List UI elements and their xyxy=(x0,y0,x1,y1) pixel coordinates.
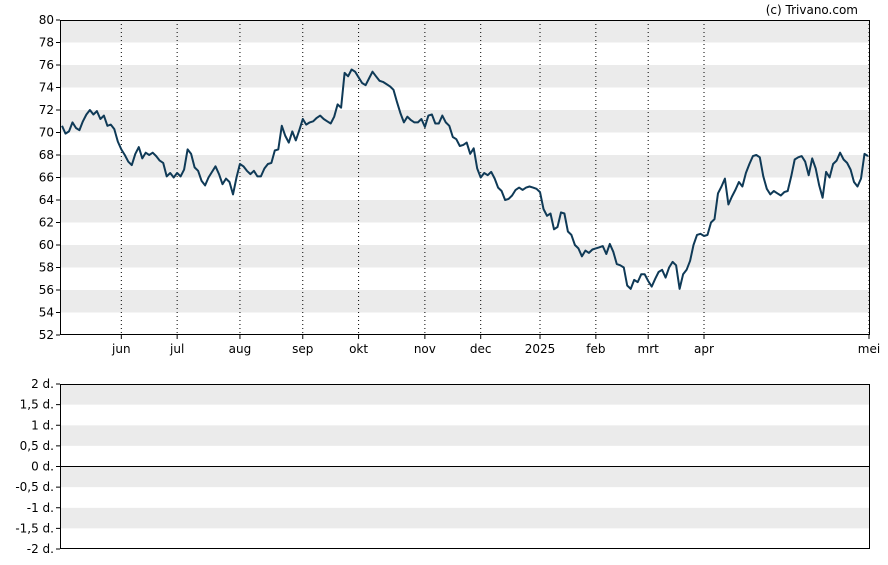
y-tick-label: 56 xyxy=(39,283,54,297)
band xyxy=(60,20,870,43)
price-chart-x-axis: jun jul aug sep okt nov dec 2025 feb mrt apr mei xyxy=(111,335,880,356)
y-tick-label: 66 xyxy=(39,171,54,185)
price-line-layer xyxy=(61,68,869,290)
price-chart-bands xyxy=(60,20,870,335)
indicator-chart-y-axis: 2 d. 1,5 d. 1 d. 0,5 d. 0 d. -0,5 d. -1 d. -1,5… xyxy=(15,377,60,556)
y-tick-label: 64 xyxy=(39,193,54,207)
band xyxy=(60,42,870,65)
indicator-chart-bands xyxy=(60,384,870,549)
band xyxy=(60,200,870,223)
y-tick-label: 52 xyxy=(39,328,54,342)
y-tick-label: 58 xyxy=(39,261,54,275)
band xyxy=(60,445,870,467)
y-tick-label: 74 xyxy=(39,81,54,95)
band xyxy=(60,487,870,508)
band xyxy=(60,245,870,268)
y-tick-label: 0 d. xyxy=(31,460,54,474)
x-tick-label: apr xyxy=(694,342,714,356)
indicator-chart-frame xyxy=(60,384,870,549)
y-tick-label: 70 xyxy=(39,126,54,140)
y-tick-label: 76 xyxy=(39,58,54,72)
credit-label: (c) Trivano.com xyxy=(766,3,858,17)
band xyxy=(60,65,870,88)
band xyxy=(60,528,870,549)
y-tick-label: 80 xyxy=(39,13,54,27)
price-chart-frame xyxy=(60,20,870,335)
band xyxy=(60,267,870,290)
y-tick-label: 78 xyxy=(39,36,54,50)
x-tick-label: nov xyxy=(414,342,436,356)
y-tick-label: -0,5 d. xyxy=(15,480,54,494)
price-line xyxy=(61,68,869,290)
y-tick-label: -2 d. xyxy=(27,542,54,556)
band xyxy=(60,290,870,313)
band xyxy=(60,466,870,488)
band xyxy=(60,87,870,110)
x-tick-label: jun xyxy=(111,342,131,356)
x-tick-label: 2025 xyxy=(525,342,556,356)
band xyxy=(60,222,870,245)
x-tick-label: mrt xyxy=(638,342,660,356)
price-chart-month-gridlines xyxy=(120,20,870,335)
band xyxy=(60,425,870,446)
x-tick-label: feb xyxy=(586,342,605,356)
y-tick-label: 72 xyxy=(39,103,54,117)
y-tick-label: 60 xyxy=(39,238,54,252)
y-tick-label: 68 xyxy=(39,148,54,162)
band xyxy=(60,312,870,335)
price-chart-y-axis: 52 54 56 58 60 62 64 66 68 70 72 74 76 78 80 xyxy=(39,13,60,342)
x-tick-label: jul xyxy=(169,342,184,356)
y-tick-label: 1 d. xyxy=(31,418,54,432)
band xyxy=(60,177,870,200)
x-tick-label: sep xyxy=(292,342,313,356)
x-tick-label: okt xyxy=(349,342,368,356)
y-tick-label: 1,5 d. xyxy=(20,398,54,412)
y-tick-label: 0,5 d. xyxy=(20,439,54,453)
x-tick-label: dec xyxy=(470,342,492,356)
band xyxy=(60,507,870,529)
y-tick-label: -1 d. xyxy=(27,501,54,515)
y-tick-label: 62 xyxy=(39,216,54,230)
x-tick-label: mei xyxy=(858,342,880,356)
y-tick-label: 2 d. xyxy=(31,377,54,391)
x-tick-label: aug xyxy=(229,342,252,356)
y-tick-label: -1,5 d. xyxy=(15,521,54,535)
band xyxy=(60,384,870,405)
band xyxy=(60,110,870,133)
y-tick-label: 54 xyxy=(39,306,54,320)
band xyxy=(60,404,870,426)
